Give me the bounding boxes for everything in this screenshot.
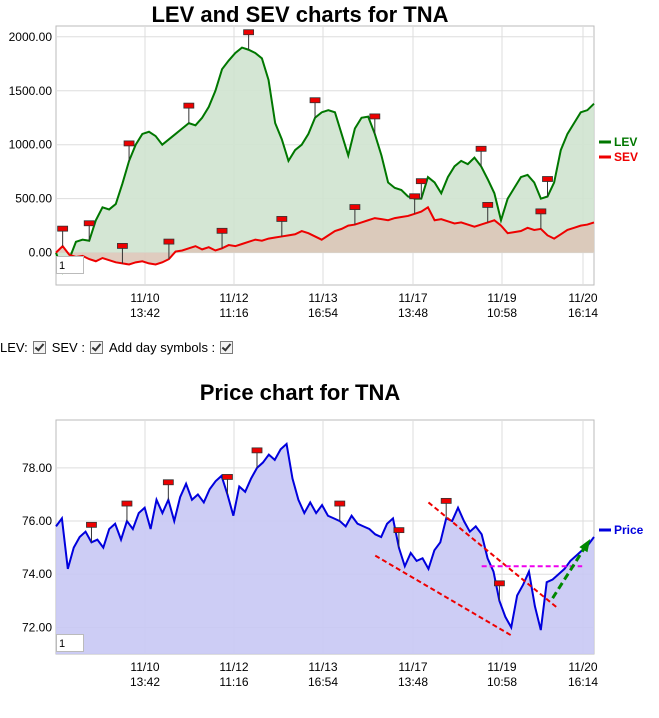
day-marker-flag	[162, 479, 174, 486]
day-marker-flag	[309, 97, 321, 104]
day-marker-flag	[276, 216, 288, 222]
y-tick-label: 78.00	[22, 461, 52, 475]
day-marker-flag	[409, 193, 421, 200]
y-tick-label: 74.00	[22, 567, 52, 581]
day-marker-flag	[57, 225, 69, 232]
x-tick-time: 16:14	[568, 306, 598, 320]
day-marker-flag	[393, 527, 405, 534]
day-marker-flag	[123, 140, 135, 147]
lev-sev-chart: 2000.001500.001000.00500.000.0011/1013:4…	[9, 25, 638, 320]
x-tick-time: 16:54	[308, 306, 338, 320]
x-tick-time: 13:48	[398, 675, 428, 689]
day-marker-flag	[163, 238, 175, 245]
y-tick-label: 1500.00	[9, 84, 53, 98]
x-tick-date: 11/12	[219, 291, 248, 305]
chart-controls: LEV: SEV : Add day symbols :	[0, 340, 236, 355]
series-area-sev	[56, 207, 594, 265]
lev-checkbox[interactable]	[32, 341, 46, 354]
day-marker-flag	[440, 497, 452, 504]
price-period-input[interactable]: 1	[56, 634, 84, 652]
y-tick-label: 0.00	[29, 246, 53, 260]
legend-label-lev: LEV	[614, 135, 637, 149]
lev-sev-chart-title: LEV and SEV charts for TNA	[151, 2, 449, 27]
day-marker-flag	[494, 580, 505, 587]
x-tick-date: 11/20	[568, 291, 597, 305]
x-tick-date: 11/19	[487, 660, 516, 674]
lev-sev-period-input[interactable]: 1	[56, 256, 84, 274]
day-marker-flag	[216, 227, 228, 234]
trend-arrow-head	[579, 538, 591, 553]
x-tick-time: 13:42	[130, 306, 160, 320]
day-marker-flag	[542, 176, 553, 182]
x-tick-time: 11:16	[219, 306, 248, 320]
x-tick-time: 11:16	[219, 675, 248, 689]
day-marker-flag	[83, 220, 95, 227]
x-tick-time: 13:42	[130, 675, 160, 689]
y-tick-label: 72.00	[22, 620, 52, 634]
day-marker-flag	[482, 202, 494, 208]
x-tick-date: 11/13	[308, 660, 337, 674]
sev-toggle-label: SEV :	[51, 340, 85, 355]
x-tick-time: 10:58	[487, 306, 517, 320]
series-area-lev	[56, 47, 594, 273]
lev-toggle-label: LEV:	[0, 340, 28, 355]
x-tick-date: 11/10	[130, 660, 159, 674]
day-marker-flag	[117, 243, 128, 249]
x-tick-time: 13:48	[398, 306, 428, 320]
day-marker-flag	[535, 208, 547, 215]
x-tick-date: 11/20	[568, 660, 597, 674]
x-tick-time: 10:58	[487, 675, 517, 689]
day-marker-flag	[415, 178, 427, 185]
y-tick-label: 2000.00	[9, 30, 53, 44]
x-tick-time: 16:14	[568, 675, 598, 689]
day-marker-flag	[475, 145, 487, 152]
x-tick-date: 11/17	[398, 660, 427, 674]
x-tick-date: 11/12	[219, 660, 248, 674]
day-marker-flag	[121, 500, 133, 507]
legend-label-price: Price	[614, 523, 644, 537]
day-marker-flag	[243, 29, 255, 36]
trend-line	[427, 501, 560, 610]
trend-line	[374, 554, 512, 637]
x-tick-date: 11/19	[487, 291, 516, 305]
day-marker-flag	[334, 500, 346, 507]
legend-label-sev: SEV	[614, 150, 638, 164]
day-marker-flag	[349, 204, 361, 210]
y-tick-label: 500.00	[15, 192, 52, 206]
price-chart-title: Price chart for TNA	[199, 380, 401, 405]
day-marker-flag	[222, 474, 233, 480]
x-tick-date: 11/10	[130, 291, 159, 305]
series-line-sev	[55, 205, 595, 266]
y-tick-label: 76.00	[22, 514, 52, 528]
x-tick-date: 11/17	[398, 291, 427, 305]
series-line-lev	[55, 46, 595, 275]
trend-arrow	[551, 541, 590, 599]
y-tick-label: 1000.00	[9, 138, 53, 152]
day-symbols-checkbox[interactable]	[220, 341, 234, 354]
day-marker-flag	[183, 102, 195, 109]
day-marker-flag	[251, 447, 263, 454]
x-tick-date: 11/13	[308, 291, 337, 305]
day-symbols-label: Add day symbols :	[108, 340, 216, 355]
day-marker-flag	[369, 113, 381, 120]
day-marker-flag	[86, 521, 97, 528]
x-tick-time: 16:54	[308, 675, 338, 689]
sev-checkbox[interactable]	[89, 341, 103, 354]
series-line-price	[55, 441, 595, 631]
